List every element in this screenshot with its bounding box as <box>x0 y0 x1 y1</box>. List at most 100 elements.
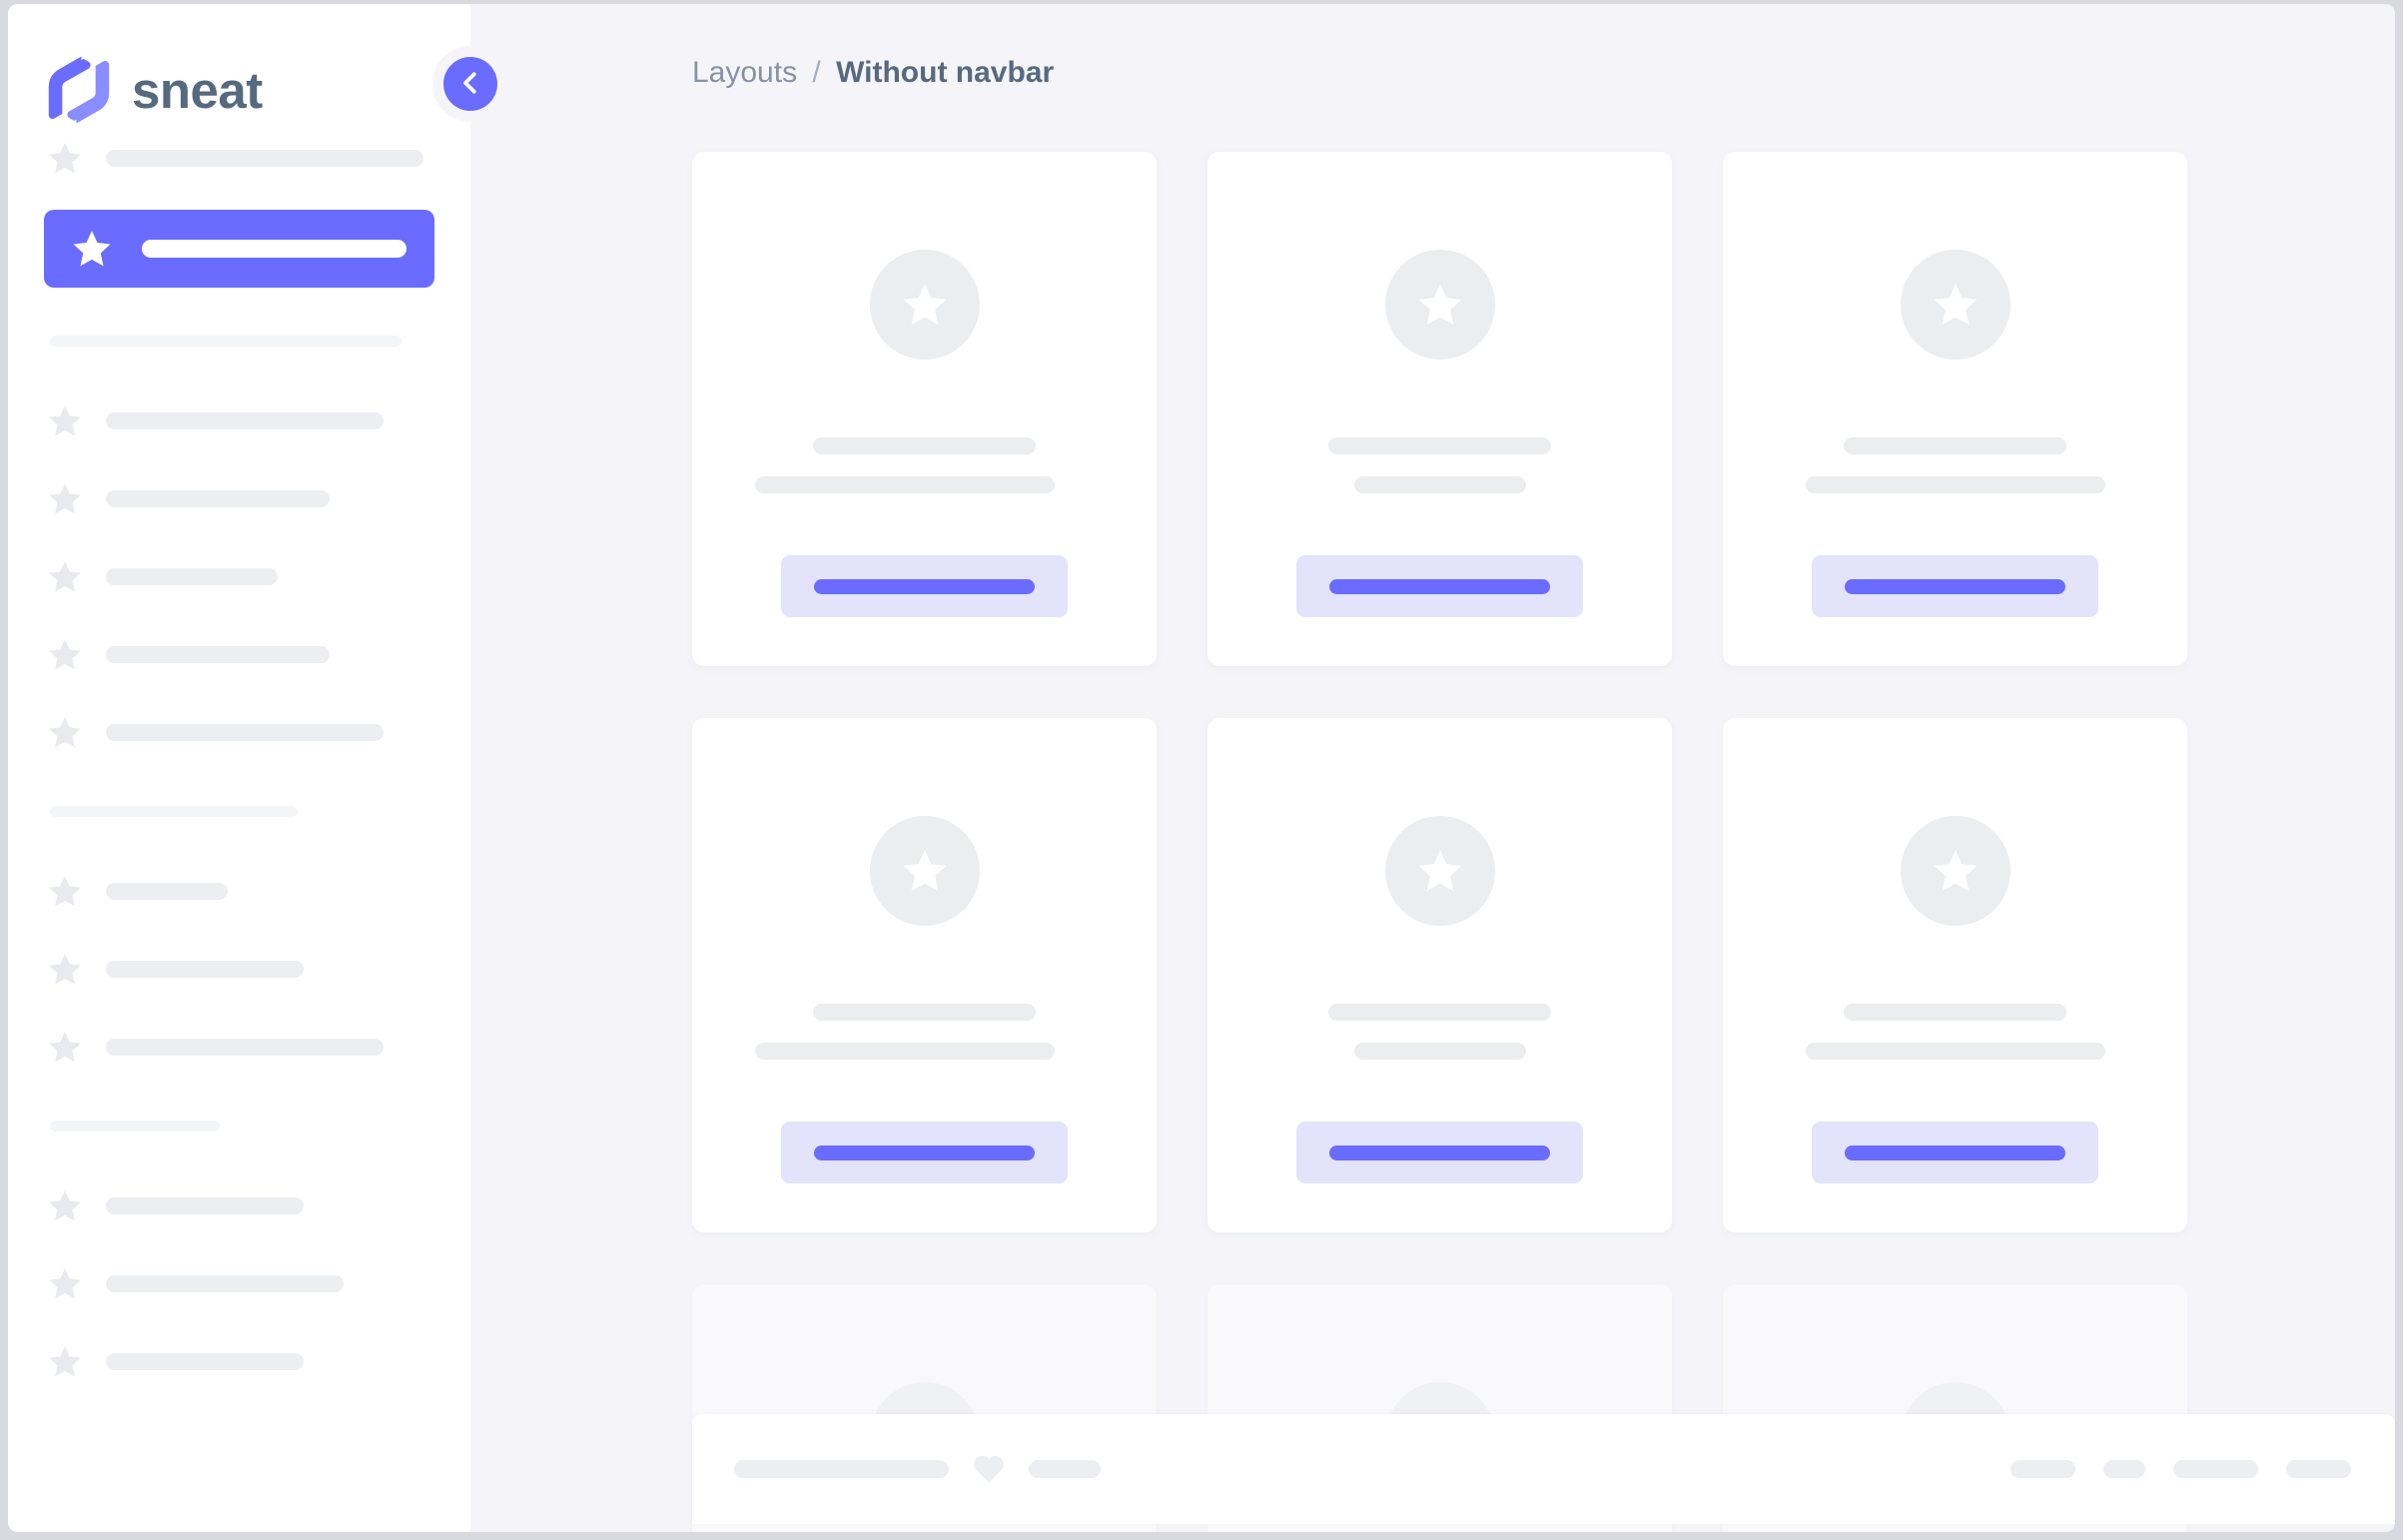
star-icon <box>48 1031 82 1064</box>
content-card[interactable] <box>692 718 1157 1232</box>
content-card[interactable] <box>1723 152 2187 666</box>
star-icon <box>48 404 82 437</box>
card-avatar <box>1384 816 1495 926</box>
content-card[interactable] <box>1207 152 1672 666</box>
star-icon <box>48 560 82 593</box>
sidebar-item[interactable] <box>42 472 436 524</box>
sidebar-item-label-skeleton <box>106 1196 304 1214</box>
sidebar-item[interactable] <box>42 706 436 758</box>
sidebar-item-label-skeleton <box>106 1274 344 1292</box>
sidebar: sneat <box>8 4 508 1532</box>
menu-spacer <box>8 524 470 550</box>
footer-link-skeleton[interactable] <box>2286 1460 2351 1478</box>
sidebar-item-label-skeleton <box>106 723 384 741</box>
sidebar-item-label-skeleton <box>106 1038 384 1056</box>
sidebar-item[interactable] <box>42 1257 436 1309</box>
card-action-button[interactable] <box>1296 1122 1583 1183</box>
menu-spacer <box>8 1073 470 1121</box>
star-icon <box>48 638 82 671</box>
footer-text-skeleton <box>734 1460 949 1478</box>
breadcrumb-parent[interactable]: Layouts <box>692 56 798 89</box>
card-avatar <box>1900 816 2010 926</box>
star-icon <box>902 283 948 327</box>
sidebar-collapse-button[interactable] <box>443 57 497 111</box>
sidebar-item-label-skeleton <box>106 411 384 429</box>
footer <box>692 1414 2395 1524</box>
brand[interactable]: sneat <box>8 4 470 132</box>
menu-spacer <box>8 288 470 336</box>
menu-spacer <box>8 184 470 210</box>
sidebar-item[interactable] <box>42 865 436 917</box>
sidebar-item[interactable] <box>42 1179 436 1231</box>
sidebar-item[interactable] <box>42 943 436 995</box>
breadcrumb: Layouts / Without navbar <box>470 4 2395 90</box>
star-icon <box>48 1189 82 1222</box>
sidebar-item[interactable] <box>42 1021 436 1073</box>
content-card[interactable] <box>1207 718 1672 1232</box>
sidebar-item-label-skeleton <box>106 645 330 663</box>
card-action-button[interactable] <box>781 1122 1068 1183</box>
heart-icon <box>973 1454 1005 1484</box>
sidebar-item[interactable] <box>42 132 436 184</box>
card-avatar <box>869 816 980 926</box>
menu-spacer <box>8 917 470 943</box>
star-icon <box>48 875 82 908</box>
sidebar-item[interactable] <box>42 394 436 446</box>
star-icon <box>48 142 82 175</box>
menu-spacer <box>8 817 470 865</box>
card-action-button[interactable] <box>1812 1122 2098 1183</box>
sidebar-item-label-skeleton <box>106 489 330 507</box>
app-window: sneat Layouts / Without navbar <box>8 4 2395 1532</box>
sidebar-item[interactable] <box>42 1335 436 1387</box>
star-icon <box>48 482 82 515</box>
content-card[interactable] <box>692 152 1157 666</box>
menu-spacer <box>8 1132 470 1179</box>
sidebar-item-label-skeleton <box>142 240 406 258</box>
brand-name: sneat <box>132 61 263 119</box>
star-icon <box>48 716 82 749</box>
sidebar-item-active[interactable] <box>44 210 434 288</box>
card-avatar <box>1900 250 2010 360</box>
sidebar-item[interactable] <box>42 628 436 680</box>
footer-link-skeleton[interactable] <box>2010 1460 2075 1478</box>
star-icon <box>1417 849 1463 893</box>
card-action-button[interactable] <box>1296 555 1583 617</box>
main-content: Layouts / Without navbar <box>470 4 2395 1532</box>
card-title-skeleton <box>813 437 1036 454</box>
content-card[interactable] <box>1723 718 2187 1232</box>
sneat-logo-icon <box>48 55 110 125</box>
card-title-skeleton <box>1328 437 1551 454</box>
sidebar-item-label-skeleton <box>106 567 278 585</box>
breadcrumb-current: Without navbar <box>836 56 1055 89</box>
menu-spacer <box>8 602 470 628</box>
footer-link-skeleton[interactable] <box>2103 1460 2145 1478</box>
menu-spacer <box>8 347 470 394</box>
menu-spacer <box>8 758 470 806</box>
menu-spacer <box>8 995 470 1021</box>
star-icon <box>1933 849 1979 893</box>
card-title-skeleton <box>813 1004 1036 1021</box>
sidebar-item-label-skeleton <box>106 882 228 900</box>
card-grid <box>692 152 2395 1532</box>
sidebar-item-label-skeleton <box>106 149 423 167</box>
card-action-button-label-skeleton <box>1329 578 1550 594</box>
card-action-button-label-skeleton <box>814 1145 1035 1160</box>
footer-link-skeleton[interactable] <box>2173 1460 2258 1478</box>
star-icon <box>902 849 948 893</box>
card-avatar <box>1384 250 1495 360</box>
card-subtitle-skeleton <box>1805 476 2105 493</box>
sidebar-section-divider <box>50 1121 220 1132</box>
sidebar-item-label-skeleton <box>106 960 304 978</box>
sidebar-item[interactable] <box>42 550 436 602</box>
footer-right-group <box>2010 1460 2351 1478</box>
card-action-button[interactable] <box>781 555 1068 617</box>
menu-spacer <box>8 1231 470 1257</box>
footer-text-skeleton <box>1029 1460 1101 1478</box>
star-icon <box>48 953 82 986</box>
card-action-button[interactable] <box>1812 555 2098 617</box>
card-subtitle-skeleton <box>1805 1043 2105 1060</box>
card-action-button-label-skeleton <box>1845 578 2065 594</box>
card-title-skeleton <box>1844 437 2066 454</box>
menu-spacer <box>8 446 470 472</box>
card-subtitle-skeleton <box>754 1043 1055 1060</box>
